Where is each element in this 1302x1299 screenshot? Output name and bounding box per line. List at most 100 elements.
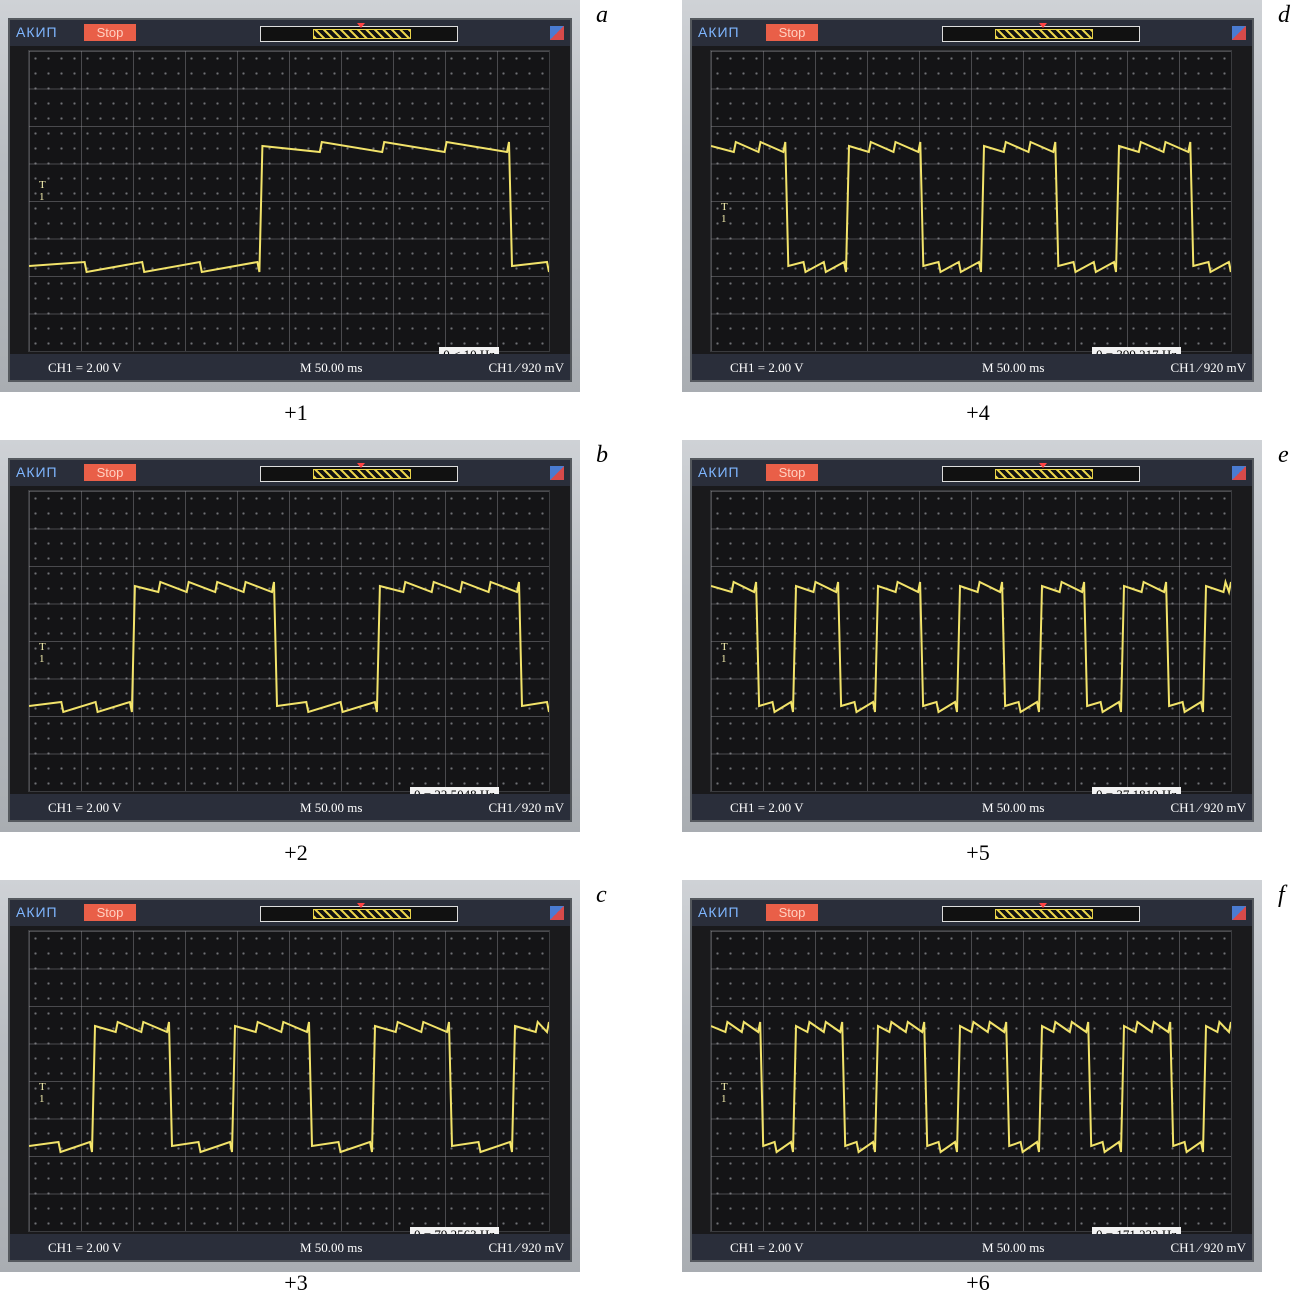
ch1-scale: CH1 = 2.00 V [730, 800, 804, 815]
waveform-trace [711, 578, 1231, 714]
trigger-position-marker-icon [1039, 903, 1047, 908]
trigger-position-marker-icon [1039, 23, 1047, 28]
panel-e: АКИП Stop T1 0 = 37.1819 Hz CH1 = 2.00 V… [682, 440, 1302, 870]
trigger-level: CH1 ⁄ 920 mV [488, 1240, 564, 1255]
brand-label: АКИП [16, 24, 58, 40]
panel-caption: +1 [284, 400, 308, 425]
panel-caption: +3 [284, 1270, 308, 1295]
grid-lines [711, 51, 1231, 351]
waveform-grid: T1 0 = 79.2563 Hz [28, 930, 550, 1243]
time-base: M 50.00 ms [982, 800, 1045, 815]
trigger-position-marker-icon [357, 463, 365, 468]
panel-letter: d [1278, 2, 1290, 28]
run-stop-button[interactable]: Stop [766, 24, 818, 41]
grid-lines [29, 51, 549, 351]
network-icon [550, 906, 564, 920]
ch1-scale: CH1 = 2.00 V [730, 360, 804, 375]
run-stop-button[interactable]: Stop [84, 904, 136, 921]
grid-lines [29, 491, 549, 791]
oscilloscope-screen: АКИП Stop T1 0 = 22.5048 Hz CH1 = 2.00 V… [8, 458, 572, 822]
run-stop-button[interactable]: Stop [766, 904, 818, 921]
timebase-window-indicator [942, 23, 1140, 42]
brand-label: АКИП [16, 464, 58, 480]
brand-label: АКИП [16, 904, 58, 920]
panel-a: АКИП Stop T1 0 < 10 Hz CH1 = 2.00 V M 50… [0, 0, 620, 430]
oscilloscope-screen: АКИП Stop T1 0 = 79.2563 Hz CH1 = 2.00 V… [8, 898, 572, 1262]
oscilloscope-photo: АКИП Stop T1 0 = 171.232 Hz CH1 = 2.00 V… [682, 880, 1262, 1272]
waveform-grid: T1 0 = 22.5048 Hz [28, 490, 550, 803]
network-icon [550, 26, 564, 40]
waveform-grid: T1 0 = 399.217 Hz [710, 50, 1232, 363]
top-status-bar: АКИП Stop [692, 460, 1252, 486]
oscilloscope-screen: АКИП Stop T1 0 = 399.217 Hz CH1 = 2.00 V… [690, 18, 1254, 382]
time-base: M 50.00 ms [300, 360, 363, 375]
oscilloscope-screen: АКИП Stop T1 0 = 171.232 Hz CH1 = 2.00 V… [690, 898, 1254, 1262]
top-status-bar: АКИП Stop [692, 20, 1252, 46]
grid-lines [29, 931, 549, 1231]
bottom-status-bar: CH1 = 2.00 V M 50.00 ms CH1 ⁄ 920 mV [10, 354, 570, 380]
oscilloscope-screen: АКИП Stop T1 0 = 37.1819 Hz CH1 = 2.00 V… [690, 458, 1254, 822]
panel-caption: +6 [966, 1270, 990, 1295]
time-base: M 50.00 ms [982, 360, 1045, 375]
oscilloscope-photo: АКИП Stop T1 0 = 37.1819 Hz CH1 = 2.00 V… [682, 440, 1262, 832]
waveform-grid: T1 0 = 37.1819 Hz [710, 490, 1232, 803]
bottom-status-bar: CH1 = 2.00 V M 50.00 ms CH1 ⁄ 920 mV [692, 354, 1252, 380]
bottom-status-bar: CH1 = 2.00 V M 50.00 ms CH1 ⁄ 920 mV [692, 1234, 1252, 1260]
trigger-level: CH1 ⁄ 920 mV [1170, 1240, 1246, 1255]
timebase-window-indicator [942, 463, 1140, 482]
top-status-bar: АКИП Stop [10, 20, 570, 46]
trigger-level: CH1 ⁄ 920 mV [1170, 800, 1246, 815]
waveform-trace [711, 1019, 1231, 1154]
timebase-window-indicator [942, 903, 1140, 922]
brand-label: АКИП [698, 904, 740, 920]
panel-caption: +2 [284, 840, 308, 865]
panel-caption: +4 [966, 400, 990, 425]
bottom-status-bar: CH1 = 2.00 V M 50.00 ms CH1 ⁄ 920 mV [10, 1234, 570, 1260]
top-status-bar: АКИП Stop [10, 460, 570, 486]
waveform-trace [29, 1019, 549, 1154]
panel-b: АКИП Stop T1 0 = 22.5048 Hz CH1 = 2.00 V… [0, 440, 620, 870]
panel-letter: f [1278, 882, 1285, 908]
network-icon [1232, 26, 1246, 40]
timebase-window [313, 469, 411, 479]
oscilloscope-photo: АКИП Stop T1 0 < 10 Hz CH1 = 2.00 V M 50… [0, 0, 580, 392]
oscilloscope-photo: АКИП Stop T1 0 = 22.5048 Hz CH1 = 2.00 V… [0, 440, 580, 832]
timebase-window-indicator [260, 463, 458, 482]
panel-d: АКИП Stop T1 0 = 399.217 Hz CH1 = 2.00 V… [682, 0, 1302, 430]
panel-caption: +5 [966, 840, 990, 865]
trigger-position-marker-icon [357, 23, 365, 28]
timebase-window [313, 29, 411, 39]
trigger-level: CH1 ⁄ 920 mV [488, 360, 564, 375]
bottom-status-bar: CH1 = 2.00 V M 50.00 ms CH1 ⁄ 920 mV [10, 794, 570, 820]
oscilloscope-photo: АКИП Stop T1 0 = 399.217 Hz CH1 = 2.00 V… [682, 0, 1262, 392]
waveform-grid: T1 0 = 171.232 Hz [710, 930, 1232, 1243]
oscilloscope-photo: АКИП Stop T1 0 = 79.2563 Hz CH1 = 2.00 V… [0, 880, 580, 1272]
panel-f: АКИП Stop T1 0 = 171.232 Hz CH1 = 2.00 V… [682, 880, 1302, 1299]
ch1-scale: CH1 = 2.00 V [48, 800, 122, 815]
brand-label: АКИП [698, 464, 740, 480]
network-icon [1232, 466, 1246, 480]
panel-letter: b [596, 442, 608, 468]
trigger-level: CH1 ⁄ 920 mV [1170, 360, 1246, 375]
panel-letter: e [1278, 442, 1289, 468]
ch1-scale: CH1 = 2.00 V [48, 1240, 122, 1255]
waveform-grid: T1 0 < 10 Hz [28, 50, 550, 363]
timebase-window-indicator [260, 23, 458, 42]
run-stop-button[interactable]: Stop [84, 24, 136, 41]
run-stop-button[interactable]: Stop [84, 464, 136, 481]
waveform-trace [29, 140, 549, 274]
panel-c: АКИП Stop T1 0 = 79.2563 Hz CH1 = 2.00 V… [0, 880, 620, 1299]
run-stop-button[interactable]: Stop [766, 464, 818, 481]
time-base: M 50.00 ms [300, 1240, 363, 1255]
time-base: M 50.00 ms [300, 800, 363, 815]
trigger-position-marker-icon [357, 903, 365, 908]
timebase-window-indicator [260, 903, 458, 922]
panel-letter: a [596, 2, 608, 28]
grid-lines [711, 931, 1231, 1231]
timebase-window [313, 909, 411, 919]
trigger-level: CH1 ⁄ 920 mV [488, 800, 564, 815]
grid-lines [711, 491, 1231, 791]
